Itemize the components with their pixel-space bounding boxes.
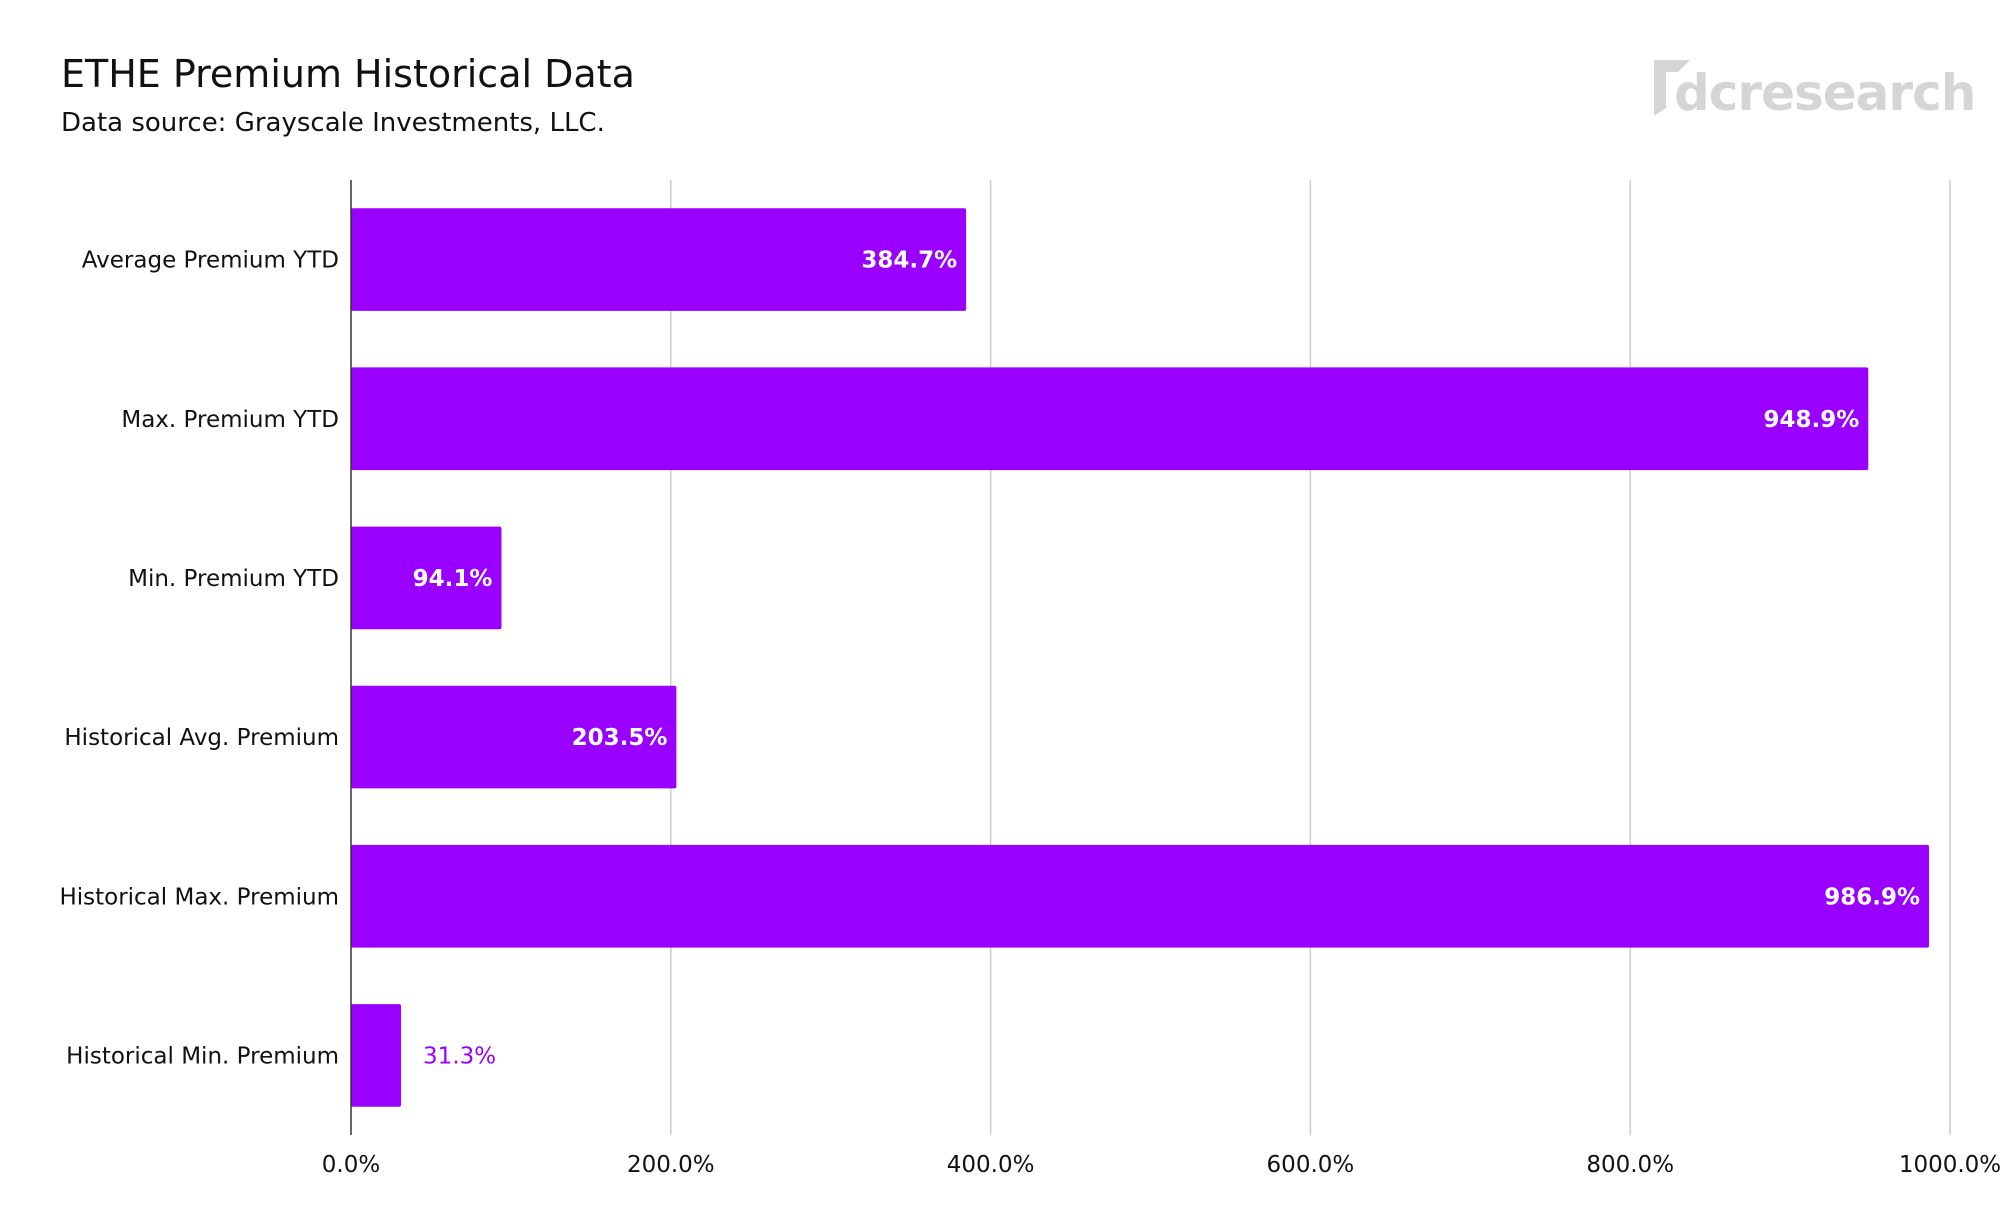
category-label: Historical Min. Premium <box>66 1043 339 1069</box>
data-label: 986.9% <box>1824 884 1920 910</box>
bar <box>351 844 1930 948</box>
bar <box>351 367 1869 471</box>
logo-mark-icon <box>1654 60 1690 116</box>
x-tick-label: 600.0% <box>1267 1152 1355 1178</box>
data-label: 384.7% <box>861 248 957 274</box>
bar <box>351 526 502 630</box>
x-tick-label: 200.0% <box>627 1152 715 1178</box>
category-label: Historical Avg. Premium <box>64 725 339 751</box>
x-tick-label: 400.0% <box>947 1152 1035 1178</box>
data-label: 203.5% <box>572 725 668 751</box>
category-label: Min. Premium YTD <box>128 566 339 592</box>
bar <box>351 685 677 789</box>
data-label: 948.9% <box>1763 407 1859 433</box>
bar <box>351 208 967 311</box>
logo-text: dcresearch <box>1674 64 1976 122</box>
data-label: 31.3% <box>423 1043 496 1069</box>
chart-title: ETHE Premium Historical Data <box>61 52 635 96</box>
x-tick-label: 0.0% <box>322 1152 380 1178</box>
chart-subtitle: Data source: Grayscale Investments, LLC. <box>61 108 605 138</box>
bar <box>351 1004 402 1107</box>
category-label: Average Premium YTD <box>82 248 339 274</box>
category-label: Max. Premium YTD <box>121 407 339 433</box>
data-label: 94.1% <box>413 566 493 592</box>
x-tick-label: 1000.0% <box>1899 1152 2000 1178</box>
category-label: Historical Max. Premium <box>59 884 339 910</box>
dcresearch-logo: dcresearch <box>1652 56 1976 126</box>
x-tick-label: 800.0% <box>1586 1152 1674 1178</box>
